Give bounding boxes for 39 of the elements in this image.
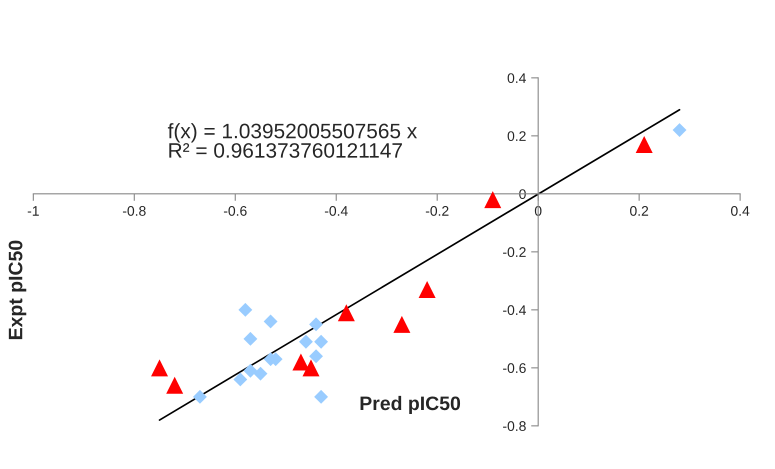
point (233, 372, 248, 386)
y-tick-label: -0.8 (503, 421, 526, 432)
point (393, 316, 410, 333)
point (418, 281, 436, 298)
point (243, 332, 258, 346)
point (672, 123, 686, 137)
x-tick-label: -0.8 (122, 206, 146, 216)
point (243, 364, 258, 378)
y-tick-label: -0.4 (503, 305, 526, 316)
x-tick-label: 0 (534, 206, 542, 216)
point (314, 334, 328, 349)
point (192, 390, 207, 404)
point (254, 366, 268, 381)
point (264, 314, 278, 328)
x-tick-label: -0.4 (324, 206, 348, 216)
y-tick-label: -0.6 (503, 363, 526, 374)
x-axis-title: Pred pIC50 (360, 396, 460, 414)
point (299, 334, 313, 349)
point (338, 304, 355, 322)
x-tick-label: 0.4 (731, 206, 750, 216)
point (314, 390, 328, 404)
point (151, 359, 168, 376)
point (309, 317, 323, 332)
y-tick-label: 0.2 (508, 131, 526, 142)
point (166, 376, 184, 394)
x-tick-label: 0.2 (630, 206, 648, 216)
point (636, 136, 653, 154)
y-axis-title: Expt pIC50 (8, 240, 26, 340)
point (309, 349, 323, 364)
point (238, 302, 252, 317)
y-tick-label: 0.4 (508, 73, 526, 84)
x-tick-label: -0.2 (426, 206, 448, 216)
y-tick-label: -0.2 (503, 247, 526, 258)
annotation: f(x) = 1.03952005507565 x R² = 0.961373760121147 (168, 123, 418, 158)
x-tick-label: -1 (28, 206, 39, 216)
x-tick-label: -0.6 (224, 206, 247, 216)
point (302, 359, 320, 376)
point (292, 354, 310, 371)
point (484, 191, 502, 208)
